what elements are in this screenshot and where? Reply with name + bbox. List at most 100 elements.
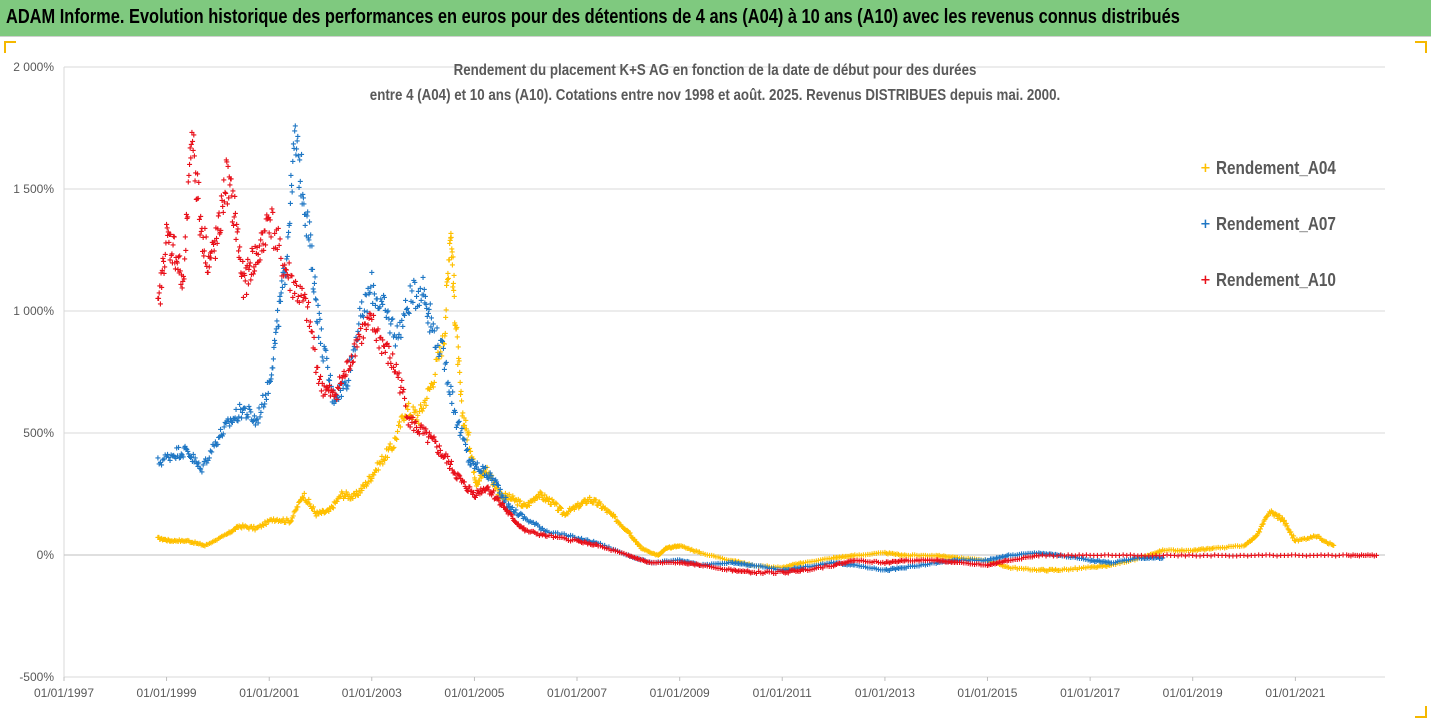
data-point: +	[254, 414, 260, 425]
data-point: +	[209, 448, 215, 459]
data-point: +	[213, 536, 219, 547]
data-point: +	[856, 562, 862, 573]
data-point: +	[212, 254, 218, 265]
data-point: +	[1152, 548, 1158, 559]
data-point: +	[253, 415, 259, 426]
data-point: +	[661, 546, 667, 557]
data-point: +	[459, 396, 465, 407]
data-point: +	[350, 494, 356, 505]
data-point: +	[217, 228, 223, 239]
data-point: +	[530, 496, 536, 507]
data-point: +	[222, 418, 228, 429]
data-point: +	[1246, 538, 1252, 549]
data-point: +	[216, 433, 222, 444]
data-point: +	[189, 128, 195, 139]
data-point: +	[372, 289, 378, 300]
data-point: +	[489, 471, 495, 482]
data-point: +	[1248, 536, 1254, 547]
data-point: +	[903, 551, 909, 562]
data-point: +	[1056, 566, 1062, 577]
data-point: +	[274, 515, 280, 526]
data-point: +	[417, 407, 423, 418]
data-point: +	[480, 468, 486, 479]
data-point: +	[1036, 548, 1042, 559]
data-point: +	[180, 452, 186, 463]
data-point: +	[477, 471, 483, 482]
data-point: +	[696, 561, 702, 572]
data-point: +	[515, 501, 521, 512]
data-point: +	[1076, 554, 1082, 565]
data-point: +	[1222, 543, 1228, 554]
data-point: +	[680, 542, 686, 553]
data-point: +	[212, 236, 218, 247]
data-point: +	[491, 480, 497, 491]
data-point: +	[649, 558, 655, 569]
data-point: +	[426, 384, 432, 395]
data-point: +	[298, 495, 304, 506]
data-point: +	[513, 495, 519, 506]
data-point: +	[1056, 551, 1062, 562]
data-point: +	[715, 552, 721, 563]
data-point: +	[784, 562, 790, 573]
data-point: +	[591, 537, 597, 548]
data-point: +	[289, 188, 295, 199]
data-point: +	[429, 314, 435, 325]
data-point: +	[1260, 519, 1266, 530]
data-point: +	[229, 527, 235, 538]
data-point: +	[739, 558, 745, 569]
data-point: +	[311, 507, 317, 518]
data-point: +	[784, 565, 790, 576]
data-point: +	[896, 550, 902, 561]
data-point: +	[220, 208, 226, 219]
data-point: +	[346, 490, 352, 501]
data-point: +	[236, 412, 242, 423]
data-point: +	[1200, 544, 1206, 555]
data-point: +	[745, 560, 751, 571]
data-point: +	[236, 522, 242, 533]
data-point: +	[788, 565, 794, 576]
data-point: +	[313, 368, 319, 379]
data-point: +	[166, 238, 172, 249]
data-point: +	[340, 384, 346, 395]
data-point: +	[1130, 555, 1136, 566]
data-point: +	[1247, 537, 1253, 548]
data-point: +	[559, 530, 565, 541]
data-point: +	[938, 558, 944, 569]
data-point: +	[854, 561, 860, 572]
data-point: +	[381, 455, 387, 466]
data-point: +	[309, 242, 315, 253]
data-point: +	[209, 247, 215, 258]
data-point: +	[1105, 557, 1111, 568]
data-point: +	[200, 541, 206, 552]
data-point: +	[304, 212, 310, 223]
data-point: +	[168, 451, 174, 462]
data-point: +	[219, 532, 225, 543]
data-point: +	[258, 408, 264, 419]
data-point: +	[397, 422, 403, 433]
data-point: +	[472, 464, 478, 475]
data-point: +	[304, 231, 310, 242]
data-point: +	[379, 297, 385, 308]
data-point: +	[1279, 515, 1285, 526]
data-point: +	[927, 560, 933, 571]
data-point: +	[408, 297, 414, 308]
data-point: +	[198, 212, 204, 223]
data-point: +	[435, 348, 441, 359]
data-point: +	[1048, 565, 1054, 576]
data-point: +	[552, 500, 558, 511]
data-point: +	[299, 284, 305, 295]
data-point: +	[243, 413, 249, 424]
data-point: +	[724, 559, 730, 570]
data-point: +	[529, 496, 535, 507]
chart-area	[0, 36, 1431, 722]
data-point: +	[471, 459, 477, 470]
data-point: +	[1183, 546, 1189, 557]
data-point: +	[260, 240, 266, 251]
data-point: +	[858, 551, 864, 562]
data-point: +	[230, 418, 236, 429]
data-point: +	[1032, 565, 1038, 576]
data-point: +	[1164, 546, 1170, 557]
data-point: +	[1158, 554, 1164, 565]
data-point: +	[460, 421, 466, 432]
data-point: +	[568, 506, 574, 517]
